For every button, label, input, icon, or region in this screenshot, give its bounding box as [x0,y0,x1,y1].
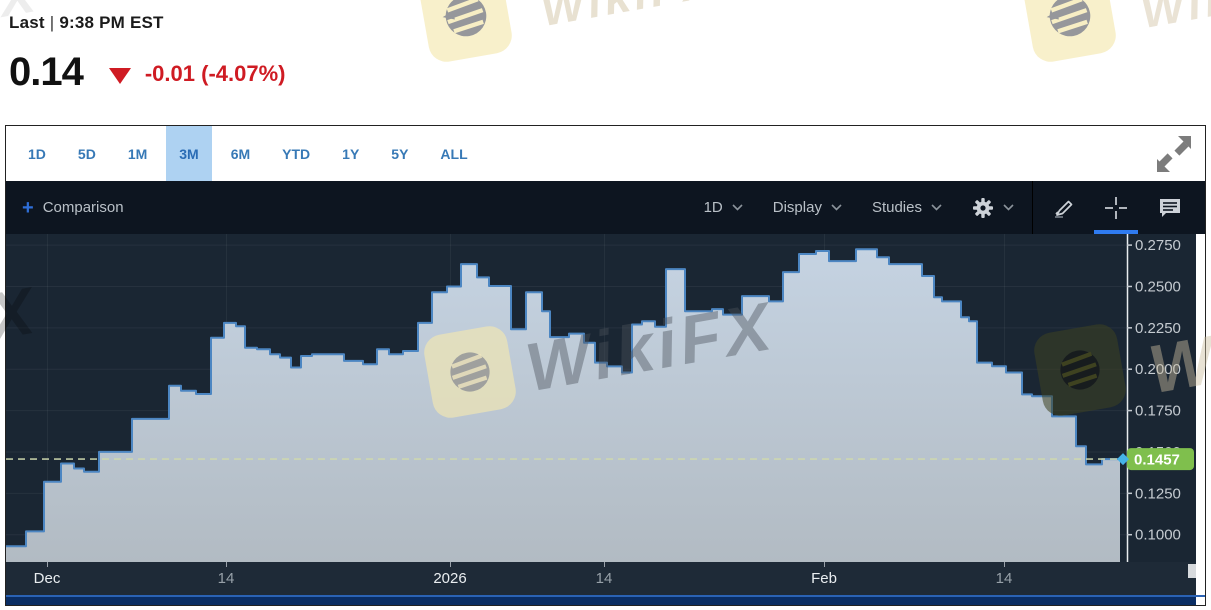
y-axis-label: 0.1250 [1135,485,1181,502]
watermark-logo [1021,0,1119,65]
right-gutter [1196,562,1205,595]
range-tab-1m[interactable]: 1M [127,145,148,162]
chart-widget: 1D 5D 1M 3M 6M YTD 1Y 5Y ALL + Comparison 1D Dis… [5,125,1206,606]
x-axis-label: 14 [995,570,1013,587]
range-tab-1d[interactable]: 1D [28,145,46,162]
x-axis: Dec 14 2026 14 Feb 14 [6,562,1205,595]
range-tab-1y[interactable]: 1Y [342,145,360,162]
gear-icon [973,197,993,218]
range-tab-all[interactable]: ALL [440,145,468,162]
down-arrow-icon [108,67,131,84]
chart-toolbar: + Comparison 1D Display Studies [6,181,1205,234]
timestamp: 9:38 PM EST [59,13,164,32]
chevron-down-icon [1003,204,1014,211]
display-dropdown[interactable]: Display [773,199,842,216]
current-price-badge: 0.1457 [1134,452,1180,469]
range-tab-bar: 1D 5D 1M 3M 6M YTD 1Y 5Y ALL [6,126,1205,181]
last-updated: Last | 9:38 PM EST [9,13,164,33]
x-axis-label: 2026 [433,570,467,587]
price-change: -0.01 (-4.07%) [144,60,286,86]
crosshair-tool-button[interactable] [1093,181,1139,234]
price-row: 0.14 -0.01 (-4.07%) [9,50,285,95]
comparison-label: Comparison [42,199,124,216]
x-axis-tick [824,562,825,567]
x-axis-tick [226,562,227,567]
x-axis-label: 14 [217,570,235,587]
x-axis-label: Feb [811,570,837,587]
range-tab-5y[interactable]: 5Y [391,145,409,162]
y-axis-label: 0.2500 [1135,278,1181,295]
expand-button[interactable] [1151,132,1195,176]
comment-icon [1160,198,1180,217]
comments-button[interactable] [1147,181,1193,234]
studies-dropdown[interactable]: Studies [872,199,942,216]
pencil-icon [1055,200,1073,218]
plus-icon: + [22,196,34,219]
y-axis-label: 0.1750 [1135,403,1181,420]
chart-scrollbar[interactable] [6,564,1205,605]
chevron-down-icon [931,204,942,211]
y-axis-label: 0.2750 [1135,237,1181,254]
draw-tool-button[interactable] [1039,181,1085,234]
chart-plot-area[interactable]: 0.27500.25000.22500.20000.17500.15000.12… [6,234,1205,562]
last-label: Last [9,13,45,32]
x-axis-tick [450,562,451,567]
price-value: 0.14 [9,50,84,94]
chevron-down-icon [732,204,743,211]
x-axis-label: 14 [595,570,613,587]
range-tab-ytd[interactable]: YTD [282,145,311,162]
settings-dropdown[interactable] [972,197,1014,219]
studies-label: Studies [871,199,922,216]
x-axis-tick [604,562,605,567]
range-tab-5d[interactable]: 5D [77,145,96,162]
wikifx-eagle-icon [1046,0,1091,37]
y-axis-label: 0.2250 [1135,320,1181,337]
y-axis-label: 0.2000 [1135,361,1181,378]
watermark-brand-text: WikiFX [537,0,721,37]
right-gutter [1196,597,1205,605]
chevron-down-icon [831,204,842,211]
x-axis-tick [1004,562,1005,567]
interval-dropdown[interactable]: 1D [704,199,743,216]
range-tab-3m[interactable]: 3M [166,126,212,181]
y-axis-label: 0.1000 [1135,527,1181,544]
right-gutter [1196,234,1205,562]
display-label: Display [772,199,822,216]
scrollbar-corner [1188,564,1196,578]
toolbar-divider [1032,181,1033,234]
watermark-brand-text: WikiFX [1137,0,1211,39]
range-tab-6m[interactable]: 6M [230,145,251,162]
expand-icon [1157,136,1191,172]
separator: | [49,13,55,32]
price-area-chart: 0.27500.25000.22500.20000.17500.15000.12… [6,234,1196,562]
x-axis-label: Dec [33,570,61,587]
interval-label: 1D [703,199,723,216]
watermark-logo [417,0,515,65]
crosshair-icon [1105,196,1127,219]
comparison-button[interactable]: + Comparison [22,198,124,218]
wikifx-eagle-icon [442,0,487,37]
x-axis-tick [47,562,48,567]
